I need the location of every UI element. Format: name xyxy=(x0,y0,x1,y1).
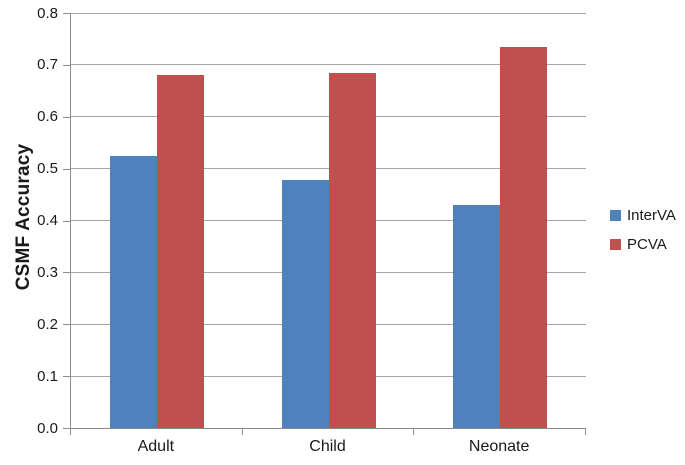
x-axis-tick xyxy=(585,429,586,435)
y-axis-tick xyxy=(63,376,70,378)
y-axis-tick-label: 0.0 xyxy=(37,419,58,437)
legend-label: InterVA xyxy=(627,207,676,224)
bar-interva-neonate xyxy=(453,204,501,428)
x-axis-category-label: Neonate xyxy=(468,438,530,455)
legend: InterVA PCVA xyxy=(610,207,676,265)
x-axis-tick xyxy=(70,429,71,435)
y-axis-tick xyxy=(63,168,70,170)
gridline xyxy=(71,64,586,66)
y-axis-tick xyxy=(63,272,70,274)
y-axis-tick-label: 0.3 xyxy=(37,263,58,281)
y-axis-tick-label: 0.8 xyxy=(37,4,58,22)
y-axis-tick-label: 0.4 xyxy=(37,212,58,229)
y-axis-tick xyxy=(63,324,70,326)
y-axis-tick xyxy=(63,64,70,66)
y-axis-tick xyxy=(63,13,70,14)
y-axis-tick-label: 0.6 xyxy=(37,108,58,126)
legend-swatch-interva xyxy=(610,210,621,221)
y-axis-tick xyxy=(63,428,70,429)
x-axis-category-label: Adult xyxy=(137,438,175,455)
y-axis-tick-label: 0.2 xyxy=(37,315,58,333)
plot-area xyxy=(70,12,586,429)
x-axis-category-label: Child xyxy=(309,438,346,455)
y-axis-tick-label: 0.5 xyxy=(37,160,58,178)
legend-label: PCVA xyxy=(627,236,667,253)
gridline xyxy=(71,12,586,14)
legend-swatch-pcva xyxy=(610,239,621,250)
bar-pcva-neonate xyxy=(500,46,548,428)
legend-item-interva: InterVA xyxy=(610,207,676,224)
y-axis-tick-label: 0.1 xyxy=(37,367,58,385)
legend-item-pcva: PCVA xyxy=(610,236,676,253)
bar-interva-adult xyxy=(109,155,157,428)
bar-pcva-adult xyxy=(156,75,204,428)
bar-interva-child xyxy=(281,180,329,428)
x-axis-tick xyxy=(413,429,415,435)
y-axis-tick xyxy=(63,220,70,222)
y-axis-tick-label: 0.7 xyxy=(37,56,58,74)
x-axis-tick xyxy=(241,429,243,435)
y-axis-tick xyxy=(63,116,70,118)
bar-pcva-child xyxy=(328,72,376,428)
